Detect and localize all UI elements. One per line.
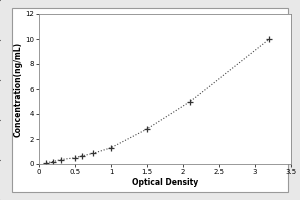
Y-axis label: Concentration(ng/mL): Concentration(ng/mL) [14,41,22,137]
FancyBboxPatch shape [12,8,288,192]
X-axis label: Optical Density: Optical Density [132,178,198,187]
